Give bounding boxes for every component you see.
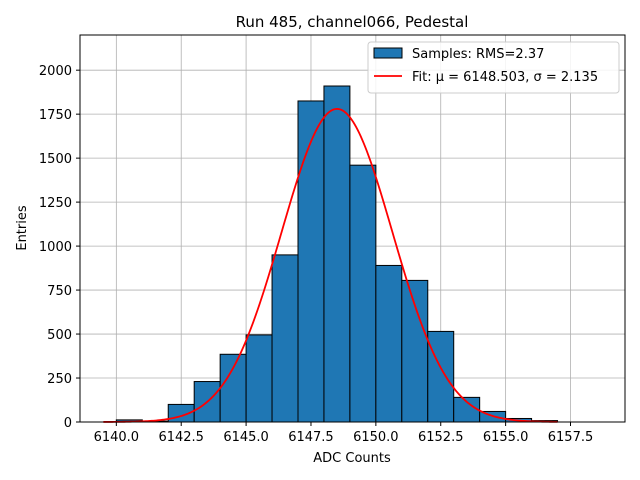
x-tick-label-0: 6140.0 (94, 430, 140, 445)
x-axis-label: ADC Counts (313, 451, 391, 466)
histogram-bar-8 (323, 85, 351, 423)
x-tick-label-2: 6145.0 (223, 430, 269, 445)
y-tick-label-1: 250 (47, 372, 72, 387)
histogram-bar-10 (375, 264, 403, 423)
y-tick-label-7: 1750 (39, 108, 72, 123)
x-tick-label-1: 6142.5 (158, 430, 204, 445)
legend: Samples: RMS=2.37 Fit: μ = 6148.503, σ =… (367, 41, 620, 94)
plot-frame (79, 34, 626, 423)
y-tick-label-3: 750 (47, 284, 72, 299)
legend-swatch-samples (373, 47, 403, 59)
fit-curve (103, 107, 558, 423)
x-axis-ticks: 6140.0 6142.5 6145.0 6147.5 6150.0 6152.5 6155… (94, 422, 594, 445)
histogram-bar-5 (245, 334, 273, 423)
histogram-bar-6 (271, 254, 299, 423)
y-axis-ticks: 0 250 500 750 1000 1250 1500 1750 2000 (39, 64, 80, 431)
y-tick-label-4: 1000 (39, 240, 72, 255)
fit-curve-group (103, 107, 558, 423)
x-tick-label-7: 6157.5 (548, 430, 594, 445)
chart-title: Run 485, channel066, Pedestal (236, 13, 469, 31)
y-tick-label-0: 0 (64, 416, 72, 431)
histogram-bar-11 (401, 279, 429, 423)
histogram-bar-12 (427, 330, 455, 423)
y-axis-label: Entries (15, 205, 30, 251)
x-tick-label-5: 6152.5 (418, 430, 464, 445)
legend-box (367, 41, 620, 94)
x-tick-label-6: 6155.0 (483, 430, 529, 445)
y-tick-label-8: 2000 (39, 64, 72, 79)
x-tick-label-3: 6147.5 (288, 430, 334, 445)
legend-label-fit: Fit: μ = 6148.503, σ = 2.135 (412, 70, 598, 85)
histogram-bar-9 (349, 164, 377, 423)
y-tick-label-2: 500 (47, 328, 72, 343)
y-tick-label-5: 1250 (39, 196, 72, 211)
legend-label-samples: Samples: RMS=2.37 (412, 47, 544, 62)
histogram-bar-7 (297, 100, 325, 423)
y-tick-label-6: 1500 (39, 152, 72, 167)
histogram-bar-4 (219, 353, 247, 423)
x-tick-label-4: 6150.0 (353, 430, 399, 445)
